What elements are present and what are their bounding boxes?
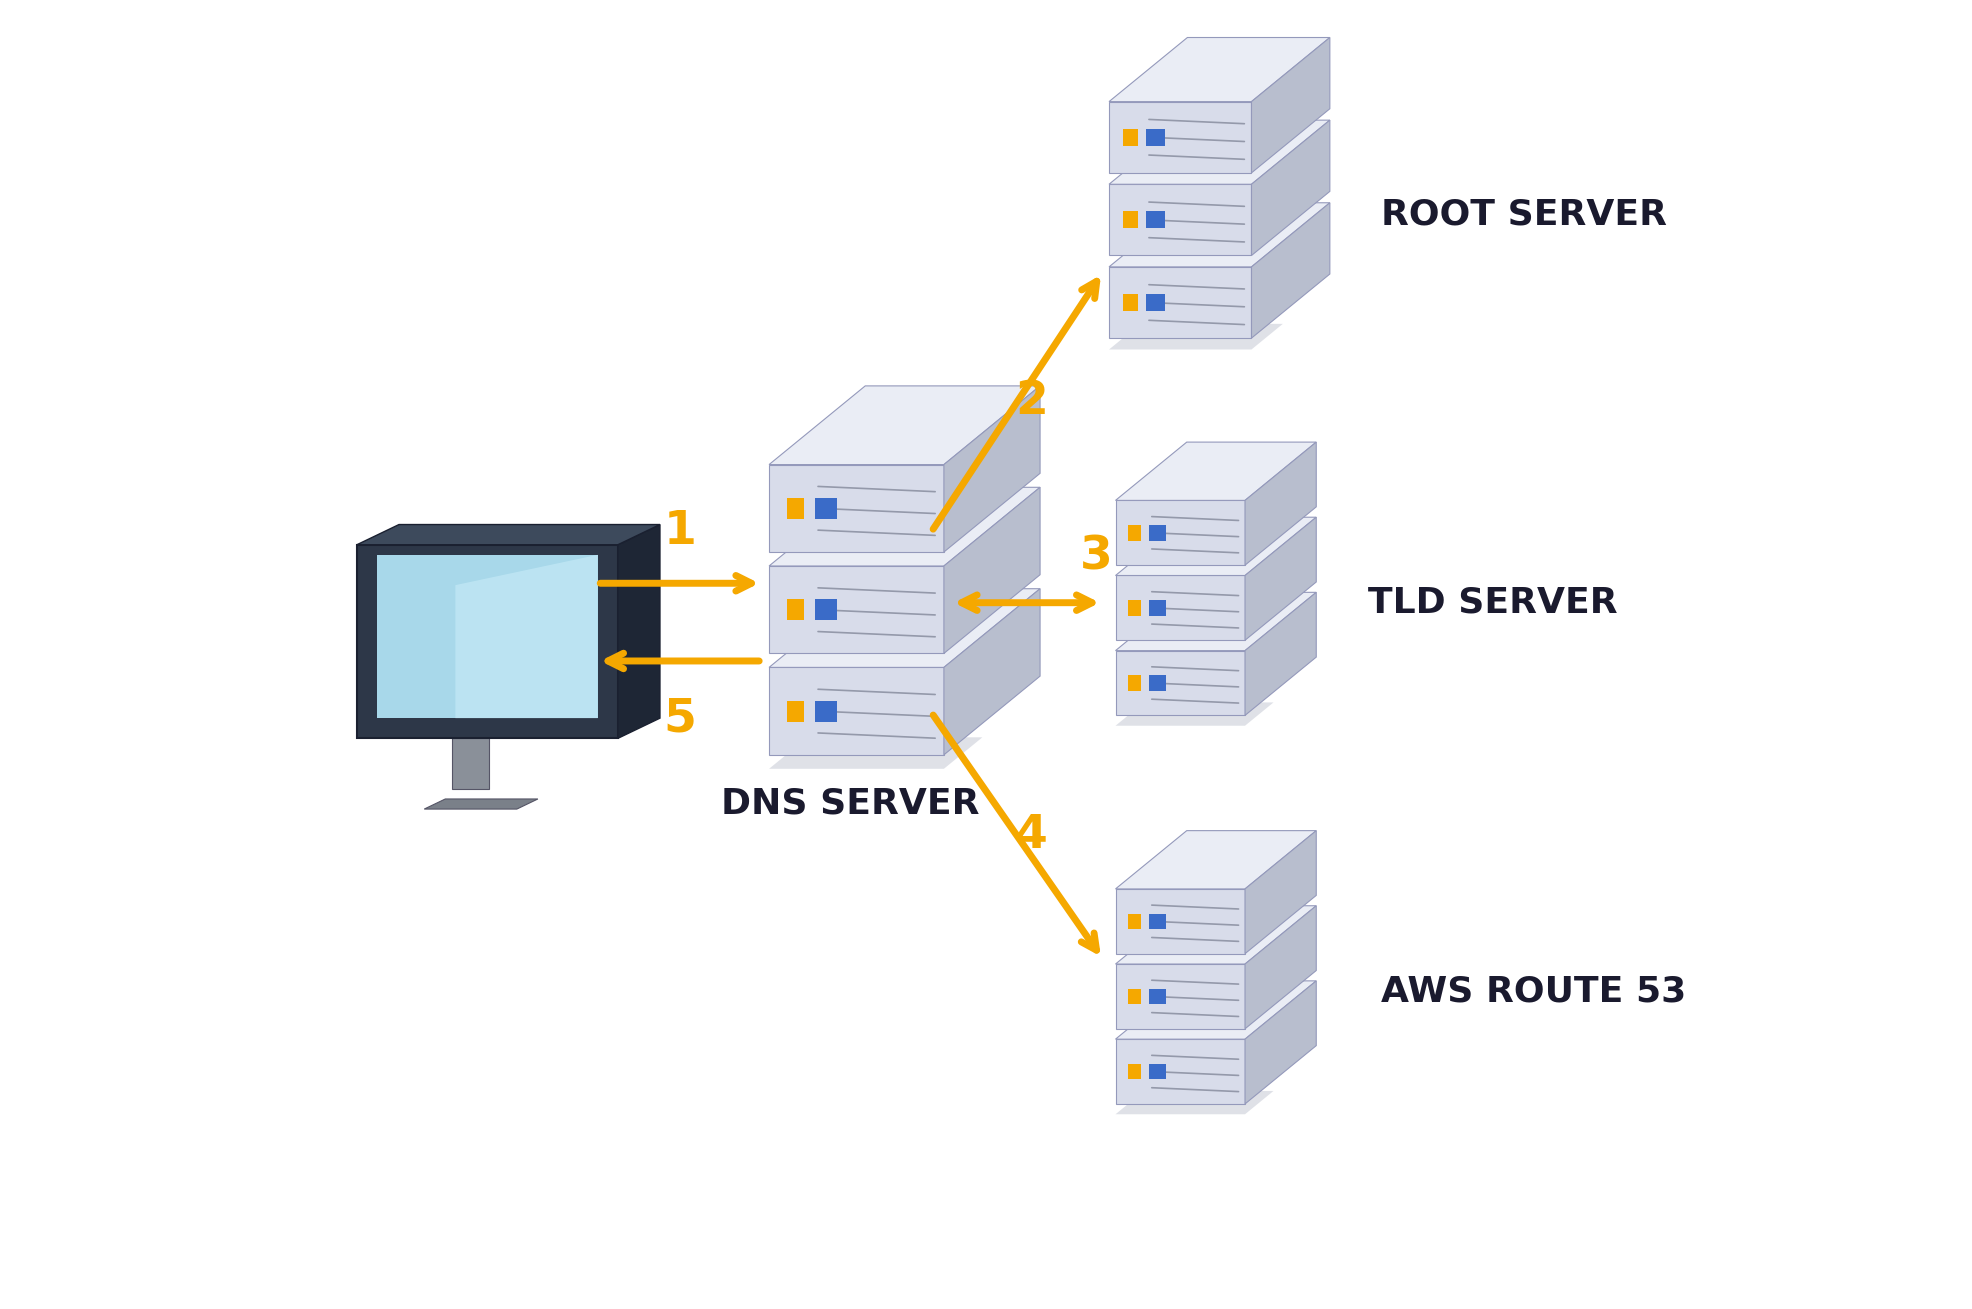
Polygon shape: [1116, 703, 1274, 725]
Polygon shape: [1116, 1039, 1244, 1103]
Text: DNS SERVER: DNS SERVER: [720, 787, 980, 821]
Polygon shape: [1116, 906, 1315, 963]
Polygon shape: [1116, 889, 1244, 954]
Polygon shape: [1150, 525, 1165, 541]
Polygon shape: [1116, 963, 1244, 1029]
Polygon shape: [1146, 295, 1165, 312]
Polygon shape: [1252, 203, 1329, 338]
Polygon shape: [945, 589, 1039, 755]
Polygon shape: [787, 497, 805, 518]
Polygon shape: [1108, 102, 1252, 173]
Polygon shape: [814, 600, 838, 620]
Polygon shape: [1244, 906, 1315, 1029]
Polygon shape: [1128, 988, 1142, 1004]
Polygon shape: [1146, 211, 1165, 228]
Polygon shape: [1150, 675, 1165, 691]
Polygon shape: [769, 487, 1039, 565]
Polygon shape: [1150, 1064, 1165, 1080]
Polygon shape: [1108, 203, 1329, 267]
Text: 3: 3: [1081, 535, 1112, 580]
Polygon shape: [769, 737, 982, 768]
Text: TLD SERVER: TLD SERVER: [1369, 585, 1617, 619]
Text: 4: 4: [1016, 813, 1047, 859]
Polygon shape: [617, 525, 661, 738]
Polygon shape: [1108, 38, 1329, 102]
Polygon shape: [769, 465, 945, 552]
Polygon shape: [1128, 914, 1142, 929]
Text: 5: 5: [663, 696, 696, 742]
Polygon shape: [424, 798, 538, 809]
Polygon shape: [1124, 128, 1138, 145]
Polygon shape: [1116, 980, 1315, 1039]
Polygon shape: [1150, 600, 1165, 615]
Polygon shape: [357, 545, 617, 738]
Polygon shape: [945, 487, 1039, 653]
Polygon shape: [1108, 267, 1252, 338]
Polygon shape: [787, 600, 805, 620]
Polygon shape: [1116, 517, 1315, 576]
Polygon shape: [357, 525, 661, 545]
Polygon shape: [1108, 185, 1252, 255]
Polygon shape: [1108, 323, 1284, 350]
Polygon shape: [787, 700, 805, 721]
Polygon shape: [1116, 576, 1244, 640]
Polygon shape: [1128, 675, 1142, 691]
Polygon shape: [452, 738, 489, 789]
Polygon shape: [1124, 211, 1138, 228]
Polygon shape: [1116, 593, 1315, 651]
Polygon shape: [1128, 525, 1142, 541]
Polygon shape: [1252, 38, 1329, 173]
Polygon shape: [1128, 1064, 1142, 1080]
Text: ROOT SERVER: ROOT SERVER: [1380, 198, 1666, 232]
Polygon shape: [769, 565, 945, 653]
Polygon shape: [1244, 442, 1315, 565]
Polygon shape: [1116, 500, 1244, 565]
Polygon shape: [377, 555, 598, 719]
Text: AWS ROUTE 53: AWS ROUTE 53: [1380, 974, 1686, 1008]
Polygon shape: [1150, 988, 1165, 1004]
Polygon shape: [1252, 120, 1329, 255]
Polygon shape: [1244, 517, 1315, 640]
Polygon shape: [1146, 128, 1165, 145]
Polygon shape: [814, 497, 838, 518]
Polygon shape: [1128, 600, 1142, 615]
Polygon shape: [769, 668, 945, 755]
Polygon shape: [1116, 651, 1244, 716]
Polygon shape: [1116, 1090, 1274, 1114]
Text: 2: 2: [1016, 380, 1047, 424]
Polygon shape: [1124, 295, 1138, 312]
Polygon shape: [769, 589, 1039, 668]
Polygon shape: [1116, 442, 1315, 500]
Polygon shape: [945, 386, 1039, 552]
Polygon shape: [1108, 120, 1329, 185]
Polygon shape: [1244, 831, 1315, 954]
Polygon shape: [769, 386, 1039, 465]
Polygon shape: [456, 555, 598, 719]
Text: 1: 1: [663, 509, 696, 554]
Polygon shape: [1244, 980, 1315, 1103]
Polygon shape: [814, 700, 838, 721]
Polygon shape: [1150, 914, 1165, 929]
Polygon shape: [1244, 593, 1315, 716]
Polygon shape: [1116, 831, 1315, 889]
